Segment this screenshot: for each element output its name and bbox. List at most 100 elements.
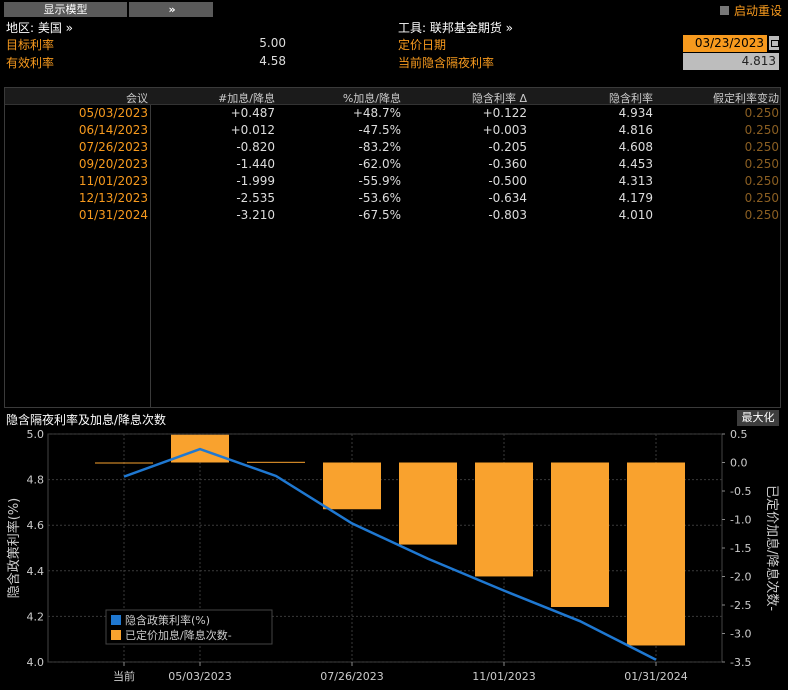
implied-rate-cell: 4.934 xyxy=(618,106,653,120)
y-left-tick-label: 4.4 xyxy=(27,565,45,578)
column-divider xyxy=(150,105,151,407)
bar-4 xyxy=(399,462,457,545)
rate-chart: 4.0 4.2 4.4 4.6 4.8 5.0 -3.5 -3.0 -2.5 -2.0 -1.5 -1… xyxy=(6,428,780,683)
meeting-date-cell: 06/14/2023 xyxy=(78,123,148,137)
implied-delta-cell: +0.003 xyxy=(482,123,527,137)
header-hikes-count[interactable]: #加息/降息 xyxy=(218,92,275,105)
expand-button[interactable]: » xyxy=(129,2,213,17)
y-right-tick-label: 0.5 xyxy=(730,428,748,441)
legend-swatch-line xyxy=(111,615,121,625)
effective-rate-value: 4.58 xyxy=(259,54,286,68)
legend-label-line: 隐含政策利率(%) xyxy=(125,613,210,627)
bar-6 xyxy=(551,462,609,607)
meeting-date-cell: 09/20/2023 xyxy=(78,157,148,171)
y-right-tick-label: -2.0 xyxy=(730,571,751,584)
implied-overnight-value: 4.813 xyxy=(683,53,779,70)
implied-rate-cell: 4.453 xyxy=(618,157,653,171)
y-left-tick-label: 5.0 xyxy=(27,428,45,441)
checkbox-icon[interactable] xyxy=(719,6,729,15)
bar-2 xyxy=(247,461,305,463)
implied-delta-cell: -0.803 xyxy=(488,208,527,222)
table-header: 会议 #加息/降息 %加息/降息 隐含利率 Δ 隐含利率 假定利率变动 xyxy=(5,88,780,105)
legend-box xyxy=(105,609,273,645)
assumed-move-cell: 0.250 xyxy=(744,123,779,137)
hikes-pct-cell: -83.2% xyxy=(358,140,401,154)
implied-rate-cell: 4.313 xyxy=(618,174,653,188)
hikes-count-cell: -3.210 xyxy=(236,208,275,222)
hikes-count-cell: -0.820 xyxy=(236,140,275,154)
y-left-tick-label: 4.2 xyxy=(27,610,45,623)
implied-delta-cell: -0.500 xyxy=(488,174,527,188)
bar-3 xyxy=(323,462,381,510)
y-right-tick-label: -1.0 xyxy=(730,514,751,527)
target-rate-value: 5.00 xyxy=(259,36,286,50)
header-implied-delta[interactable]: 隐含利率 Δ xyxy=(471,92,527,105)
y-right-tick-label: -2.5 xyxy=(730,599,751,612)
assumed-move-cell: 0.250 xyxy=(744,140,779,154)
x-tick-label: 当前 xyxy=(113,669,135,683)
calendar-icon[interactable] xyxy=(769,36,779,50)
hikes-pct-cell: -47.5% xyxy=(358,123,401,137)
meeting-date-cell: 07/26/2023 xyxy=(78,140,148,154)
bar-5 xyxy=(475,462,533,577)
header-assumed-move[interactable]: 假定利率变动 xyxy=(713,92,779,105)
instrument-selector[interactable]: 工具: 联邦基金期货 » xyxy=(398,21,514,35)
table-row[interactable]: 06/14/2023 +0.012 -47.5% +0.003 4.816 0.250 xyxy=(5,123,780,140)
y-right-tick-label: -0.5 xyxy=(730,485,751,498)
y-right-tick-label: -3.0 xyxy=(730,628,751,641)
meetings-table: 会议 #加息/降息 %加息/降息 隐含利率 Δ 隐含利率 假定利率变动 05/0… xyxy=(4,87,781,408)
meeting-date-cell: 12/13/2023 xyxy=(78,191,148,205)
y-left-tick-label: 4.0 xyxy=(27,656,45,669)
maximize-button[interactable]: 最大化 xyxy=(737,410,779,426)
toolbar: 显示模型 » 启动重设 xyxy=(0,0,788,18)
y-right-tick-label: -1.5 xyxy=(730,542,751,555)
header-implied-rate[interactable]: 隐含利率 xyxy=(609,92,653,105)
assumed-move-cell: 0.250 xyxy=(744,208,779,222)
hikes-pct-cell: -62.0% xyxy=(358,157,401,171)
table-row[interactable]: 11/01/2023 -1.999 -55.9% -0.500 4.313 0.250 xyxy=(5,174,780,191)
y-left-axis-label: 隐含政策利率(%) xyxy=(6,498,22,599)
hikes-count-cell: -1.440 xyxy=(236,157,275,171)
implied-overnight-label: 当前隐含隔夜利率 xyxy=(398,56,495,70)
implied-rate-cell: 4.010 xyxy=(618,208,653,222)
meeting-date-cell: 01/31/2024 xyxy=(78,208,148,222)
y-right-tick-label: 0.0 xyxy=(730,457,748,470)
display-model-button[interactable]: 显示模型 xyxy=(4,2,127,17)
hikes-pct-cell: +48.7% xyxy=(352,106,401,120)
y-left-tick-label: 4.8 xyxy=(27,474,45,487)
table-row[interactable]: 01/31/2024 -3.210 -67.5% -0.803 4.010 0.250 xyxy=(5,208,780,225)
hikes-count-cell: +0.012 xyxy=(230,123,275,137)
hikes-pct-cell: -53.6% xyxy=(358,191,401,205)
y-right-axis-label: 已定价加息/降息次数- xyxy=(764,485,780,611)
bar-7 xyxy=(627,462,685,646)
implied-delta-cell: -0.360 xyxy=(488,157,527,171)
chart-title: 隐含隔夜利率及加息/降息次数 xyxy=(6,413,167,427)
implied-delta-cell: -0.205 xyxy=(488,140,527,154)
assumed-move-cell: 0.250 xyxy=(744,174,779,188)
table-row[interactable]: 07/26/2023 -0.820 -83.2% -0.205 4.608 0.250 xyxy=(5,140,780,157)
implied-delta-cell: +0.122 xyxy=(482,106,527,120)
x-tick-label: 05/03/2023 xyxy=(168,670,231,683)
implied-rate-cell: 4.816 xyxy=(618,123,653,137)
hikes-pct-cell: -55.9% xyxy=(358,174,401,188)
implied-rate-cell: 4.179 xyxy=(618,191,653,205)
x-tick-label: 01/31/2024 xyxy=(624,670,687,683)
header-hikes-pct[interactable]: %加息/降息 xyxy=(342,92,401,105)
restart-reset-toggle[interactable]: 启动重设 xyxy=(719,2,782,19)
region-selector[interactable]: 地区: 美国 » xyxy=(6,21,74,35)
assumed-move-cell: 0.250 xyxy=(744,191,779,205)
table-row[interactable]: 05/03/2023 +0.487 +48.7% +0.122 4.934 0.250 xyxy=(5,106,780,123)
bar-0 xyxy=(95,462,153,464)
table-row[interactable]: 09/20/2023 -1.440 -62.0% -0.360 4.453 0.250 xyxy=(5,157,780,174)
x-tick-label: 11/01/2023 xyxy=(472,670,535,683)
meeting-date-cell: 05/03/2023 xyxy=(78,106,148,120)
hikes-count-cell: -1.999 xyxy=(236,174,275,188)
implied-delta-cell: -0.634 xyxy=(488,191,527,205)
header-meeting[interactable]: 会议 xyxy=(126,92,148,105)
table-row[interactable]: 12/13/2023 -2.535 -53.6% -0.634 4.179 0.250 xyxy=(5,191,780,208)
target-rate-label: 目标利率 xyxy=(6,38,55,52)
hikes-count-cell: +0.487 xyxy=(230,106,275,120)
restart-label: 启动重设 xyxy=(733,4,782,18)
assumed-move-cell: 0.250 xyxy=(744,157,779,171)
pricing-date-input[interactable]: 03/23/2023 xyxy=(683,35,767,52)
